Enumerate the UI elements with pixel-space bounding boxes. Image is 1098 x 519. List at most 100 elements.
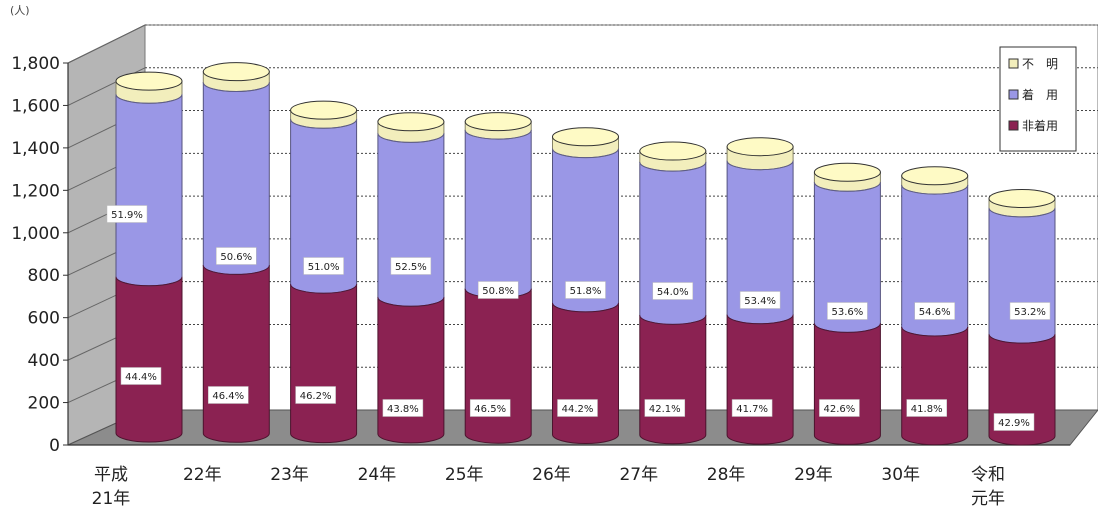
legend-label: 着 用 [1022,87,1058,102]
segment-edge [726,314,794,325]
y-axis: 0 200 400 600 800 1,000 1,200 1,400 1,600 1,800 [11,54,69,456]
percent-label: 54.0% [652,282,694,300]
percent-label-text: 46.4% [212,391,244,402]
segment-edge [813,323,881,333]
y-tick-label: 0 [49,436,60,456]
percent-label-box [216,247,257,265]
bar-segment [552,302,619,444]
bar-segment [639,314,707,445]
segment-edge [552,302,619,313]
cylinder-0 [115,71,183,443]
bar-segment [202,81,270,275]
bar-segment [202,264,270,443]
y-tick-label: 1,200 [11,181,60,201]
bar-top [901,166,969,186]
cylinder-4 [464,112,532,444]
percent-label: 51.0% [303,257,344,275]
bar-top [290,100,358,120]
percent-label-text: 50.6% [220,252,252,263]
percent-label-text: 51.8% [570,286,602,297]
percent-label: 50.8% [477,281,519,299]
bar-segment [115,93,183,287]
gridlines [67,24,1098,404]
percent-label-text: 44.4% [125,372,157,383]
percent-label: 51.9% [106,205,148,223]
x-tick-label: 28年 [707,465,746,485]
bar-top [988,189,1056,209]
bar-segment [813,322,881,445]
bar-segment [988,207,1056,344]
percent-label-text: 43.8% [387,404,419,415]
percent-label: 41.8% [906,399,947,417]
percent-label-box [906,399,947,417]
segment-edge [988,334,1056,344]
percent-label-box [819,399,860,417]
cylinder-7 [726,137,794,445]
gridline-side [67,24,146,64]
y-tick-label: 1,400 [11,139,60,159]
percent-label-text: 42.6% [824,404,856,415]
segment-edge [901,184,969,195]
segment-edge [988,207,1056,218]
percent-label-text: 51.0% [308,262,340,273]
bar-top [464,112,532,132]
legend-swatch [1008,89,1019,100]
percent-label-box [477,281,519,299]
bar-top [202,62,270,82]
bar-segment [115,276,183,443]
percent-label: 53.6% [827,302,868,320]
y-tick-label: 200 [28,394,60,414]
percent-labels: 44.4% 51.9% 46.4% 50.6% 46.2% 51.0% 43.8% 52.5%… [106,205,1051,431]
percent-label-text: 41.8% [911,404,943,415]
percent-label: 53.4% [739,291,781,309]
percent-label-box [120,367,162,385]
y-tick-label: 1,600 [11,96,60,116]
bar-top [726,137,794,157]
percent-label: 41.7% [731,399,773,417]
segment-edge [464,129,532,140]
segment-edge [639,315,707,325]
y-unit-label: (人) [10,4,30,17]
x-tick-label: 27年 [619,465,658,485]
percent-label: 46.5% [469,399,511,417]
percent-label: 43.8% [382,399,424,417]
bar-segment [464,129,532,299]
percent-label-text: 50.8% [482,286,514,297]
percent-label-box [652,282,694,300]
x-tick-label: 22年 [183,465,222,485]
bar-segment [377,132,445,307]
percent-label: 50.6% [216,247,257,265]
percent-label: 46.2% [295,386,336,404]
segment-edge [639,161,707,172]
segment-edge [726,160,794,171]
x-tick-label: 30年 [881,465,920,485]
percent-label-box [827,302,868,320]
segment-edge [813,182,881,192]
percent-label: 42.9% [993,413,1035,431]
percent-label-box [390,257,432,275]
bar-segment [639,161,707,325]
percent-label-box [557,399,598,417]
percent-label-box [469,399,511,417]
segment-edge [377,297,445,307]
percent-label: 46.4% [208,386,249,404]
y-tick-label: 1,000 [11,224,60,244]
legend-label: 不 明 [1022,57,1058,71]
bar-segment [290,283,358,444]
percent-label-box [303,257,344,275]
y-tick-label: 400 [28,351,60,371]
bar-top [639,141,707,161]
percent-label: 53.2% [1009,302,1051,320]
percent-label-box [1009,302,1051,320]
percent-label-box [644,399,686,417]
percent-label-text: 53.2% [1014,307,1046,318]
bar-top [813,162,881,182]
percent-label-text: 42.9% [998,418,1030,429]
percent-label: 54.6% [914,302,955,320]
percent-label: 51.8% [565,281,606,299]
x-tick-label: 24年 [358,465,397,485]
percent-label-text: 46.5% [474,404,506,415]
